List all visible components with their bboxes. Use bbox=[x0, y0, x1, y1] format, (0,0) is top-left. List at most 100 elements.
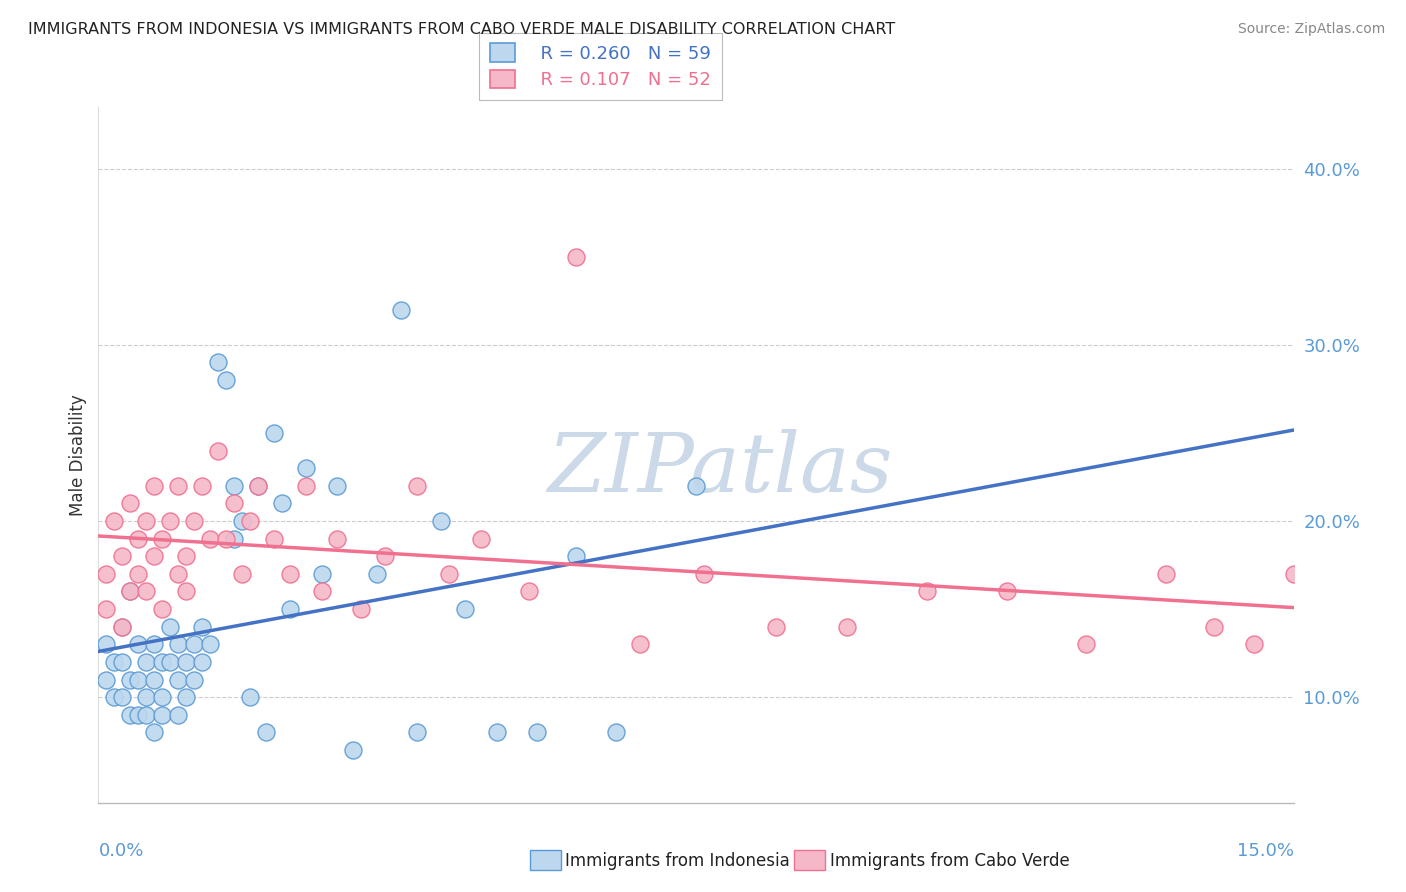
Text: ZIPatlas: ZIPatlas bbox=[547, 429, 893, 508]
Text: 15.0%: 15.0% bbox=[1236, 841, 1294, 860]
Point bbox=[342, 743, 364, 757]
Point bbox=[470, 532, 492, 546]
Point bbox=[111, 655, 134, 669]
Point bbox=[270, 496, 292, 510]
Point bbox=[191, 620, 214, 634]
Point bbox=[222, 496, 245, 510]
Point bbox=[167, 707, 190, 722]
Point bbox=[167, 479, 190, 493]
Point bbox=[437, 566, 460, 581]
Point bbox=[183, 637, 205, 651]
Point bbox=[326, 532, 349, 546]
Point bbox=[96, 637, 118, 651]
Point bbox=[143, 479, 166, 493]
Point bbox=[263, 532, 285, 546]
Point bbox=[103, 690, 125, 705]
Point bbox=[150, 655, 173, 669]
Point bbox=[1282, 566, 1305, 581]
Point bbox=[198, 637, 221, 651]
Point bbox=[135, 514, 157, 528]
Point bbox=[120, 707, 142, 722]
Point bbox=[222, 532, 245, 546]
Point bbox=[222, 479, 245, 493]
Point bbox=[111, 549, 134, 564]
Point bbox=[995, 584, 1018, 599]
Point bbox=[311, 584, 333, 599]
Text: Immigrants from Cabo Verde: Immigrants from Cabo Verde bbox=[830, 852, 1070, 870]
Point bbox=[406, 725, 429, 739]
Point bbox=[239, 514, 262, 528]
Point bbox=[111, 620, 134, 634]
Point bbox=[103, 514, 125, 528]
Point bbox=[254, 725, 277, 739]
Point bbox=[143, 725, 166, 739]
Point bbox=[135, 707, 157, 722]
Point bbox=[127, 566, 149, 581]
Point bbox=[311, 566, 333, 581]
Point bbox=[167, 673, 190, 687]
Point bbox=[191, 655, 214, 669]
Point bbox=[143, 549, 166, 564]
Point bbox=[350, 602, 373, 616]
Point bbox=[143, 673, 166, 687]
Point bbox=[628, 637, 651, 651]
Point bbox=[167, 566, 190, 581]
Point bbox=[278, 566, 301, 581]
Text: Source: ZipAtlas.com: Source: ZipAtlas.com bbox=[1237, 22, 1385, 37]
Legend:   R = 0.260   N = 59,   R = 0.107   N = 52: R = 0.260 N = 59, R = 0.107 N = 52 bbox=[478, 33, 723, 100]
Y-axis label: Male Disability: Male Disability bbox=[69, 394, 87, 516]
Point bbox=[406, 479, 429, 493]
Point bbox=[246, 479, 269, 493]
Point bbox=[454, 602, 477, 616]
Point bbox=[150, 707, 173, 722]
Point bbox=[263, 425, 285, 440]
Point bbox=[135, 584, 157, 599]
Point bbox=[174, 690, 197, 705]
Point bbox=[159, 655, 181, 669]
Point bbox=[150, 602, 173, 616]
Point bbox=[294, 461, 316, 475]
Point bbox=[174, 655, 197, 669]
Point bbox=[120, 673, 142, 687]
Point bbox=[517, 584, 540, 599]
Point bbox=[231, 566, 253, 581]
Point bbox=[430, 514, 453, 528]
Point bbox=[111, 620, 134, 634]
Point bbox=[127, 532, 149, 546]
Point bbox=[135, 690, 157, 705]
Point bbox=[174, 549, 197, 564]
Point bbox=[207, 355, 229, 369]
Point bbox=[127, 637, 149, 651]
Point bbox=[239, 690, 262, 705]
Point bbox=[96, 602, 118, 616]
Point bbox=[96, 673, 118, 687]
Point bbox=[231, 514, 253, 528]
Point bbox=[565, 250, 588, 264]
Text: IMMIGRANTS FROM INDONESIA VS IMMIGRANTS FROM CABO VERDE MALE DISABILITY CORRELAT: IMMIGRANTS FROM INDONESIA VS IMMIGRANTS … bbox=[28, 22, 896, 37]
Point bbox=[103, 655, 125, 669]
Point bbox=[246, 479, 269, 493]
Point bbox=[605, 725, 627, 739]
Point bbox=[278, 602, 301, 616]
Point bbox=[1243, 637, 1265, 651]
Point bbox=[183, 514, 205, 528]
Point bbox=[120, 584, 142, 599]
Point bbox=[565, 549, 588, 564]
Point bbox=[120, 584, 142, 599]
Point bbox=[135, 655, 157, 669]
Point bbox=[143, 637, 166, 651]
Point bbox=[326, 479, 349, 493]
Point bbox=[150, 532, 173, 546]
Point bbox=[693, 566, 716, 581]
Point bbox=[837, 620, 859, 634]
Point bbox=[207, 443, 229, 458]
Point bbox=[294, 479, 316, 493]
Point bbox=[1154, 566, 1177, 581]
Point bbox=[127, 707, 149, 722]
Point bbox=[526, 725, 548, 739]
Point bbox=[159, 620, 181, 634]
Point bbox=[366, 566, 388, 581]
Point bbox=[167, 637, 190, 651]
Point bbox=[374, 549, 396, 564]
Point bbox=[765, 620, 787, 634]
